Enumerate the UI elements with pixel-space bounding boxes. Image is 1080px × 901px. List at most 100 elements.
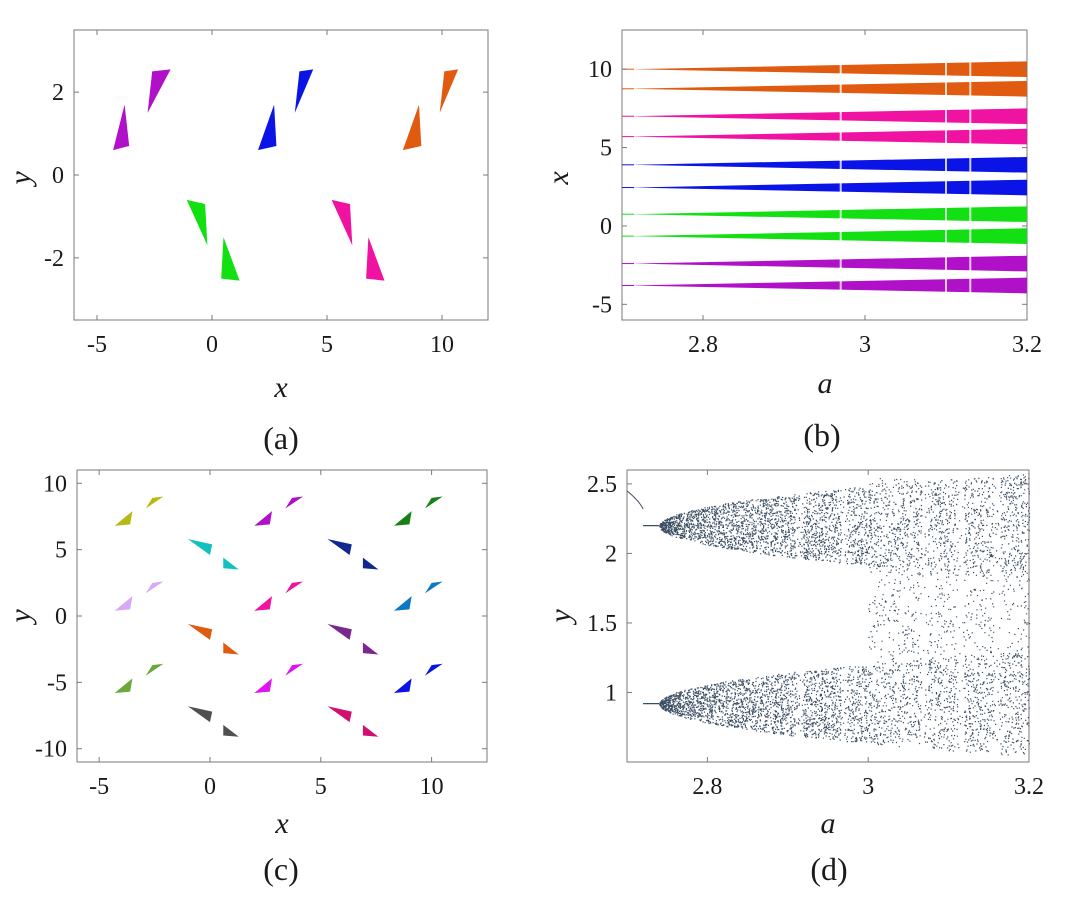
x-tick-label: 0 [206,332,218,358]
bifurcation-band [630,80,1027,97]
attractor-region [327,706,352,723]
attractor-region [254,678,273,693]
y-tick-label: 1 [605,680,617,706]
y-tick-label: 1.5 [587,611,617,637]
attractor-region [366,237,385,281]
data-regions-a [113,69,459,281]
caption-c: (c) [263,851,299,887]
y-tick-label: 10 [588,57,612,83]
bifurcation-band [630,128,1027,145]
attractor-region [393,511,412,526]
data-regions-c [114,496,443,737]
attractor-region [223,724,239,737]
y-ticks-c: 10 5 0 -5 -10 [35,471,487,763]
x-ticks-d: 2.8 3 3.2 [692,470,1044,800]
attractor-region [147,69,171,113]
bifurcation-band [630,61,1027,78]
attractor-region [186,199,208,246]
y-tick-label: 2 [52,80,64,106]
caption-d: (d) [810,851,847,887]
attractor-region [114,596,133,611]
attractor-region [254,511,273,526]
attractor-region [285,581,304,594]
attractor-region [114,511,133,526]
attractor-region [145,581,164,594]
panel-b: 2.8 3 3.2 10 5 0 -5 a x (b) [542,29,1042,453]
plot-frame-c [76,469,488,763]
data-bands-b [622,61,1027,294]
attractor-region [362,724,379,737]
y-tick-label: 2 [605,541,617,567]
x-tick-label: 3 [862,774,874,800]
y-axis-label-c: y [4,609,37,626]
x-tick-label: 3.2 [1012,332,1042,358]
attractor-region [331,199,353,246]
panel-c: -5 0 5 10 10 5 0 -5 -10 x y (c) [4,469,488,887]
plot-frame-b [621,29,1028,321]
x-axis-label-a: x [273,371,288,404]
y-tick-label: 10 [43,471,67,497]
y-tick-label: -2 [44,246,64,272]
x-tick-label: 10 [430,332,454,358]
x-tick-label: 3 [859,332,871,358]
attractor-region [145,496,164,509]
y-tick-label: 0 [52,163,64,189]
attractor-region [187,706,213,723]
attractor-region [221,237,240,281]
bifurcation-band [630,108,1027,125]
x-tick-label: 0 [204,774,216,800]
panel-d: 2.8 3 3.2 2.5 2 1.5 1 a y (d) [544,469,1044,887]
bifurcation-band [630,156,1027,173]
y-axis-label-b: x [542,171,575,186]
caption-b: (b) [803,417,840,453]
attractor-region [187,539,213,555]
y-ticks-d: 2.5 2 1.5 1 [587,472,1029,706]
x-tick-label: -5 [87,332,107,358]
attractor-region [424,496,443,509]
attractor-region [285,496,304,509]
y-axis-label-a: y [4,171,37,188]
attractor-region [362,642,379,655]
bifurcation-band [630,206,1027,223]
attractor-region [439,69,459,113]
attractor-region [424,581,443,594]
attractor-region [223,642,239,655]
attractor-region [258,104,277,151]
y-ticks-b: 10 5 0 -5 [588,57,1027,318]
y-tick-label: 5 [55,538,67,564]
y-tick-label: 2.5 [587,472,617,498]
x-tick-label: -5 [89,774,109,800]
attractor-region [145,663,164,676]
y-tick-label: -5 [47,670,67,696]
chaotic-points [659,473,1031,756]
y-tick-label: -5 [592,292,612,318]
y-ticks-a: 2 0 -2 [44,80,488,272]
bifurcation-band [630,277,1027,294]
attractor-region [223,557,239,570]
plot-frame-d [626,469,1030,763]
attractor-region [294,69,314,113]
attractor-region [393,596,412,611]
x-tick-label: 2.8 [688,332,718,358]
x-tick-label: 5 [321,332,333,358]
bifurcation-band [630,255,1027,272]
y-tick-label: 0 [55,604,67,630]
bifurcation-points-d [626,473,1031,756]
attractor-region [327,623,352,640]
x-ticks-c: -5 0 5 10 [89,470,444,800]
y-tick-label: -10 [35,737,67,763]
y-tick-label: 0 [600,214,612,240]
x-axis-label-b: a [818,367,833,400]
attractor-region [327,539,352,555]
y-tick-label: 5 [600,136,612,162]
attractor-region [285,663,304,676]
x-tick-label: 2.8 [692,774,722,800]
attractor-region [424,663,443,676]
attractor-region [362,557,379,570]
attractor-region [254,596,273,611]
y-axis-label-d: y [544,609,577,626]
attractor-region [114,678,133,693]
x-axis-label-c: x [274,807,289,840]
attractor-region [113,104,130,151]
attractor-region [402,104,422,151]
